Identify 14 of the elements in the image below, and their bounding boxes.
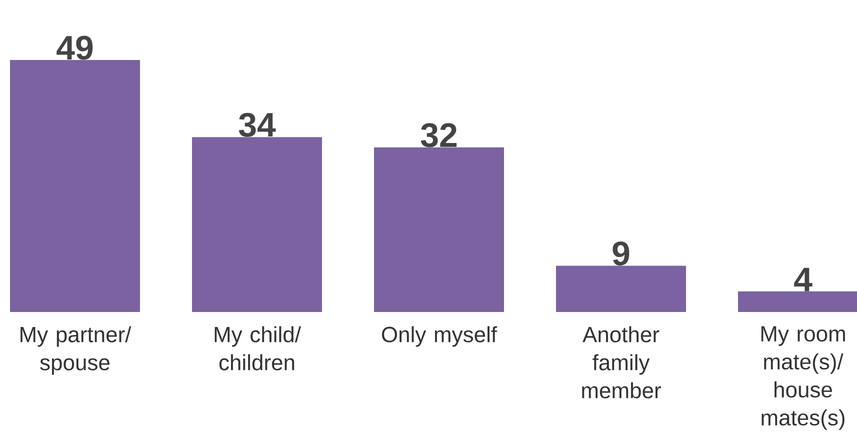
x-tick-label: Another family member xyxy=(582,326,661,398)
data-label: 49 xyxy=(56,36,93,60)
x-tick-label: Only myself xyxy=(382,326,498,347)
bar xyxy=(10,60,140,312)
x-tick-label: My room mate(s)/house mates(s) xyxy=(761,326,845,430)
x-tick-label: My child/children xyxy=(214,326,301,370)
data-label: 4 xyxy=(794,268,812,292)
data-label: 9 xyxy=(612,241,630,266)
data-label: 34 xyxy=(238,112,276,137)
bar xyxy=(556,266,686,312)
bar xyxy=(374,147,504,312)
data-label: 32 xyxy=(420,123,457,148)
bar xyxy=(192,137,322,312)
x-tick-label: My partner/spouse xyxy=(20,326,132,375)
